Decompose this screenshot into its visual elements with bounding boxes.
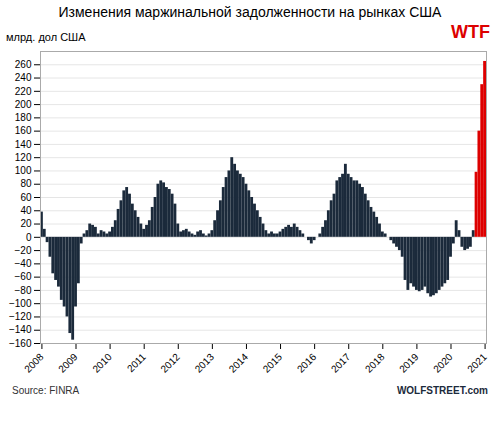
svg-text:20: 20 — [20, 218, 32, 229]
svg-text:2017: 2017 — [329, 351, 353, 375]
svg-text:2014: 2014 — [227, 351, 251, 375]
svg-text:2015: 2015 — [261, 351, 285, 375]
html-text:WOLFSTREET.com: WOLFSTREET.com — [396, 385, 488, 396]
svg-text:120: 120 — [15, 152, 32, 163]
svg-text:100: 100 — [15, 165, 32, 176]
svg-text:−20: −20 — [15, 245, 32, 256]
svg-text:240: 240 — [15, 72, 32, 83]
html-text:млрд. дол США: млрд. дол США — [6, 31, 86, 43]
svg-text:80: 80 — [20, 178, 32, 189]
svg-text:2020: 2020 — [431, 351, 455, 375]
svg-text:2008: 2008 — [22, 351, 46, 375]
svg-text:2012: 2012 — [158, 351, 182, 375]
svg-text:−80: −80 — [15, 285, 32, 296]
svg-text:220: 220 — [15, 86, 32, 97]
svg-text:140: 140 — [15, 139, 32, 150]
svg-text:200: 200 — [15, 99, 32, 110]
svg-text:−60: −60 — [15, 271, 32, 282]
svg-text:180: 180 — [15, 112, 32, 123]
html-text:Изменения маржинальной задолже: Изменения маржинальной задолженности на … — [58, 4, 442, 20]
svg-text:−120: −120 — [9, 311, 32, 322]
svg-text:2016: 2016 — [295, 351, 319, 375]
svg-text:2013: 2013 — [193, 351, 217, 375]
svg-text:−100: −100 — [9, 298, 32, 309]
svg-text:160: 160 — [15, 125, 32, 136]
svg-text:260: 260 — [15, 59, 32, 70]
svg-text:2021: 2021 — [465, 351, 489, 375]
svg-text:60: 60 — [20, 192, 32, 203]
svg-text:−160: −160 — [9, 338, 32, 349]
html-text:Source: FINRA: Source: FINRA — [12, 385, 80, 396]
svg-text:2019: 2019 — [397, 351, 421, 375]
svg-text:−140: −140 — [9, 324, 32, 335]
html-text:WTF: WTF — [451, 22, 490, 42]
svg-text:−40: −40 — [15, 258, 32, 269]
svg-text:2018: 2018 — [363, 351, 387, 375]
svg-text:2011: 2011 — [125, 351, 148, 374]
svg-text:0: 0 — [26, 232, 32, 243]
svg-text:40: 40 — [20, 205, 32, 216]
svg-text:2009: 2009 — [56, 351, 80, 375]
svg-text:2010: 2010 — [90, 351, 114, 375]
